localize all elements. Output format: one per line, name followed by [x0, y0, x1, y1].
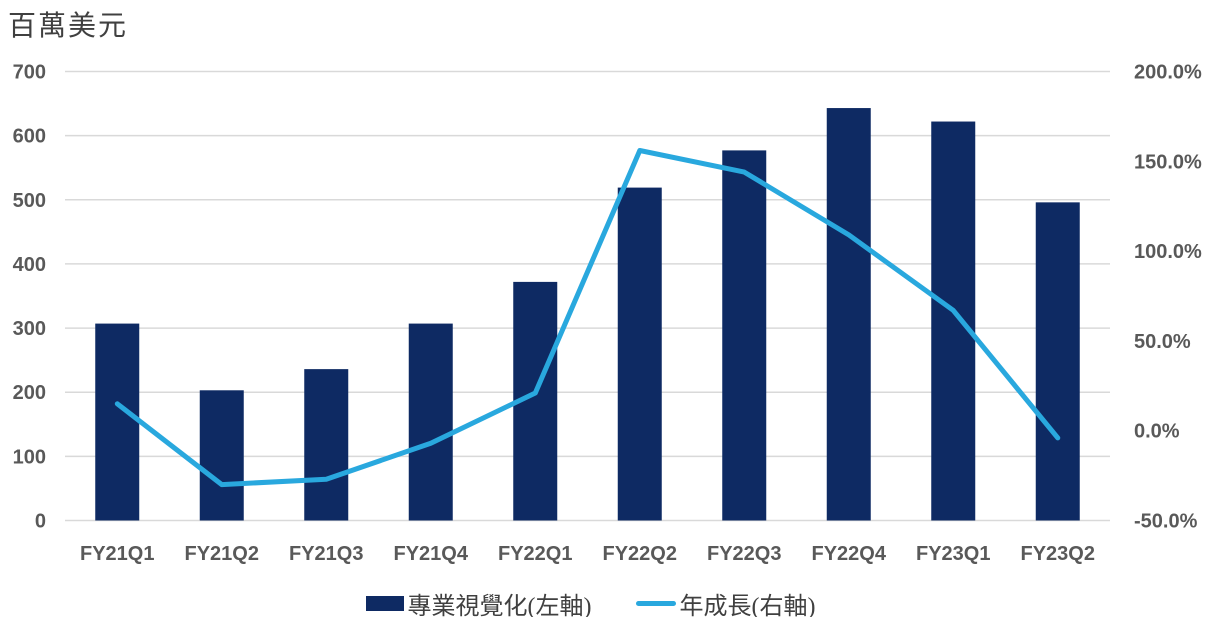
line-series-swatch — [635, 601, 676, 606]
bar-FY21Q4 — [408, 323, 453, 521]
bar-FY21Q2 — [199, 390, 244, 521]
bar-FY22Q3 — [722, 150, 767, 521]
legend-item-line-series: 年成長(右軸) — [635, 586, 816, 617]
x-axis-tick-label: FY23Q1 — [916, 543, 990, 565]
y-axis-tick-label: 100 — [13, 446, 46, 468]
x-axis-tick-label: FY21Q2 — [185, 543, 259, 565]
y-axis-tick-label: 200 — [13, 382, 46, 404]
bar-FY23Q2 — [1035, 202, 1080, 521]
y-axis-tick-label: 0 — [35, 511, 46, 533]
x-axis-tick-label: FY21Q3 — [289, 543, 363, 565]
y-axis-tick-label: 500 — [13, 190, 46, 212]
y-axis-tick-label: 700 — [13, 62, 46, 84]
bar-FY22Q4 — [826, 108, 871, 521]
y2-axis-tick-label: 50.0% — [1134, 331, 1191, 353]
legend-item-bar-series: 專業視覺化(左軸) — [365, 586, 592, 617]
y2-axis-tick-label: 0.0% — [1134, 421, 1180, 443]
x-axis-tick-label: FY22Q4 — [812, 543, 887, 565]
y2-axis-tick-label: -50.0% — [1134, 511, 1198, 533]
x-axis-tick-label: FY22Q3 — [707, 543, 781, 565]
bar-FY21Q3 — [304, 369, 349, 521]
legend-label-line-series: 年成長(右軸) — [679, 594, 816, 617]
x-axis-tick-label: FY21Q1 — [80, 543, 154, 565]
y2-axis-tick-label: 150.0% — [1134, 151, 1202, 173]
x-axis-tick-label: FY22Q2 — [603, 543, 677, 565]
bar-FY23Q1 — [931, 121, 976, 521]
y2-axis-tick-label: 200.0% — [1134, 62, 1202, 84]
left-axis-unit-label: 百萬美元 — [8, 11, 129, 42]
bar-series-swatch — [365, 596, 404, 611]
growth-line — [114, 148, 1061, 488]
legend-label-bar-series: 專業視覺化(左軸) — [407, 594, 592, 617]
x-axis-tick-label: FY22Q1 — [498, 543, 572, 565]
x-axis-tick-label: FY23Q2 — [1021, 543, 1095, 565]
y-axis-tick-label: 600 — [13, 126, 46, 148]
bar-FY22Q2 — [617, 187, 662, 521]
bar-FY21Q1 — [95, 323, 140, 521]
y2-axis-tick-label: 100.0% — [1134, 241, 1202, 263]
legend: 專業視覺化(左軸) 年成長(右軸) — [0, 586, 1197, 617]
x-axis-tick-label: FY21Q4 — [394, 543, 469, 565]
y-axis-tick-label: 400 — [13, 254, 46, 276]
y-axis-tick-label: 300 — [13, 318, 46, 340]
